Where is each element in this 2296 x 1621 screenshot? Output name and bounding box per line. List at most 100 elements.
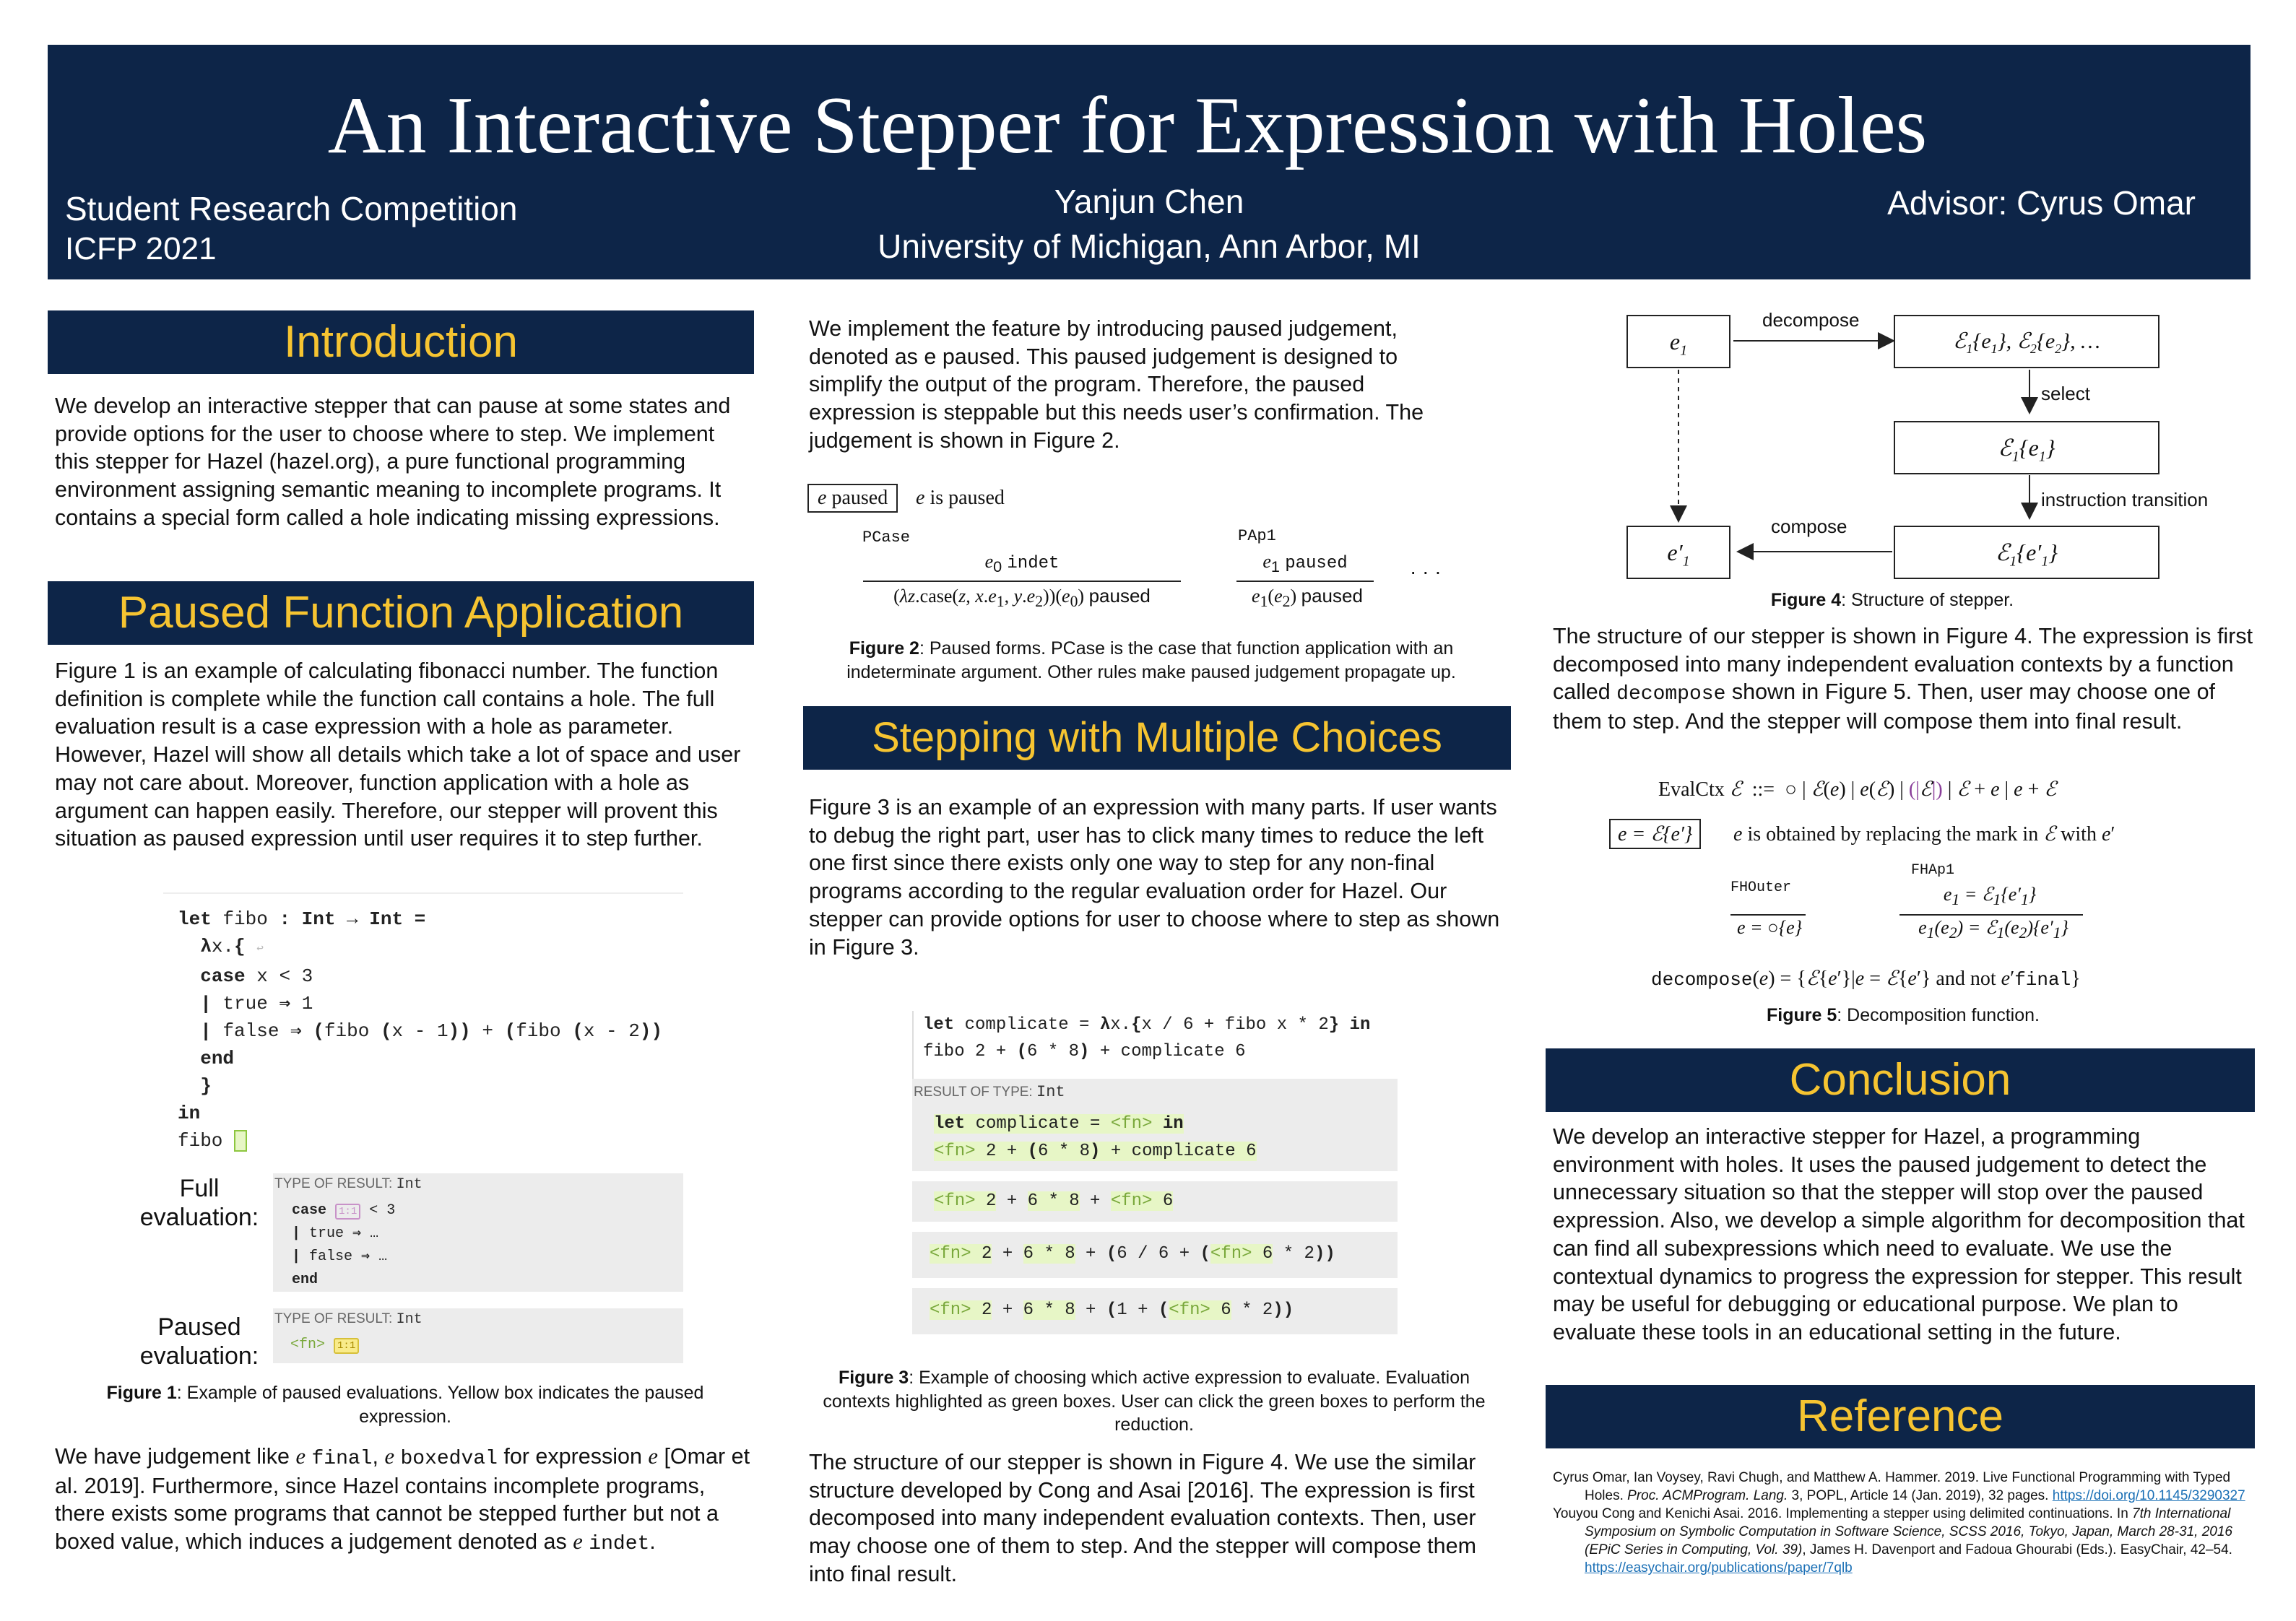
full-eval-result: TYPE OF RESULT: Int case 1:1 < 3 | true …	[273, 1173, 683, 1292]
contexts-node: ℰ1{e1}, ℰ2{e2}, …	[1894, 315, 2159, 368]
paused-hole-marker: 1:1	[334, 1338, 360, 1354]
paused-heading: Paused Function Application	[48, 581, 754, 645]
paused-judgement-box: e paused	[807, 484, 898, 513]
ref1-journal: Proc. ACMProgram. Lang.	[1627, 1488, 1788, 1504]
fhap1-conclusion: e1(e2) = ℰ1(e2){e′1}	[1918, 917, 2068, 942]
figure5-label: Figure 5	[1767, 1005, 1837, 1025]
paused-eval-label: Paused evaluation:	[139, 1313, 259, 1370]
figure1-caption: Figure 1: Example of paused evaluations.…	[69, 1381, 741, 1428]
introduction-heading: Introduction	[48, 310, 754, 374]
code-gutter	[912, 1011, 914, 1079]
figure4-caption-text: : Structure of stepper.	[1841, 590, 2014, 610]
result-type-label: RESULT OF TYPE:	[914, 1085, 1033, 1100]
poster-header: An Interactive Stepper for Expression wi…	[48, 45, 2250, 279]
figure3-label: Figure 3	[838, 1368, 909, 1388]
competition-name: Student Research Competition	[65, 190, 518, 227]
fhouter-label: FHOuter	[1730, 879, 1792, 896]
pcase-label: PCase	[862, 529, 911, 547]
step-option-2[interactable]: <fn> 2 + 6 * 8 + (6 / 6 + (<fn> 6 * 2))	[912, 1232, 1398, 1278]
fhap1-label: FHAp1	[1911, 862, 1955, 879]
reference-heading: Reference	[1546, 1385, 2255, 1448]
figure3-caption-text: : Example of choosing which active expre…	[823, 1368, 1486, 1435]
ref2-authors: Youyou Cong and Kenichi Asai. 2016. Impl…	[1553, 1506, 2133, 1522]
ref2-details: , James H. Davenport and Fadoua Ghourabi…	[1802, 1542, 2232, 1558]
figure1-caption-text: : Example of paused evaluations. Yellow …	[176, 1383, 704, 1427]
ref2-link[interactable]: https://easychair.org/publications/paper…	[1585, 1560, 1853, 1576]
selected-context-node: ℰ1{e1}	[1894, 421, 2159, 474]
step-option-3[interactable]: <fn> 2 + 6 * 8 + (1 + (<fn> 6 * 2))	[912, 1288, 1398, 1334]
pap1-premise: e1 paused	[1262, 551, 1348, 576]
figure2-caption-text: : Paused forms. PCase is the case that f…	[846, 638, 1456, 682]
figure2-label: Figure 2	[849, 638, 919, 659]
figure5-caption-text: : Decomposition function.	[1837, 1005, 2040, 1025]
fhouter-conclusion: e = ○{e}	[1736, 917, 1803, 938]
structure-text: The structure of our stepper is shown in…	[809, 1450, 1476, 1586]
paused-eval-result: TYPE OF RESULT: Int <fn> 1:1	[273, 1308, 683, 1363]
full-eval-label: Full evaluation:	[139, 1175, 259, 1231]
reference-1: Cyrus Omar, Ian Voysey, Ravi Chugh, and …	[1553, 1469, 2246, 1505]
select-label: select	[2041, 383, 2090, 404]
evalctx-grammar: EvalCtx ℰ ::= ○ | ℰ(e) | e(ℰ) | (|ℰ|) | …	[1658, 778, 2057, 801]
complicate-code: let complicate = λx.{x / 6 + fibo x * 2}…	[923, 1015, 1371, 1061]
ref1-link[interactable]: https://doi.org/10.1145/3290327	[2052, 1488, 2245, 1504]
transition-label: instruction transition	[2041, 489, 2209, 510]
stepping-heading: Stepping with Multiple Choices	[803, 706, 1511, 770]
pap1-label: PAp1	[1238, 527, 1276, 545]
e1-prime-node: e′1	[1626, 526, 1730, 579]
pcase-conclusion: (λz.case(z, x.e1, y.e2))(e0) paused	[893, 585, 1151, 611]
fhap1-rule-line	[1899, 914, 2083, 916]
step-option-2-code: <fn> 2 + 6 * 8 + (6 / 6 + (<fn> 6 * 2))	[930, 1244, 1335, 1264]
poster-title: An Interactive Stepper for Expression wi…	[327, 81, 1928, 170]
step-option-3-code: <fn> 2 + 6 * 8 + (1 + (<fn> 6 * 2))	[930, 1300, 1294, 1320]
figure3-caption: Figure 3: Example of choosing which acti…	[815, 1366, 1494, 1437]
paused-judgement-desc: e is paused	[916, 487, 1005, 509]
step-option-1[interactable]: <fn> 2 + 6 * 8 + <fn> 6	[912, 1181, 1398, 1222]
decompose-text: The structure of our stepper is shown in…	[1553, 622, 2253, 736]
mark-judgement-box: e = ℰ{e′}	[1609, 819, 1702, 849]
figure2-caption: Figure 2: Paused forms. PCase is the cas…	[819, 637, 1483, 684]
ref2-venue: 7th International Symposium on Symbolic …	[1585, 1506, 2232, 1558]
pap1-rule-line	[1236, 581, 1374, 582]
conference-name: ICFP 2021	[65, 231, 217, 266]
compose-label: compose	[1771, 516, 1847, 537]
hole-marker: 1:1	[335, 1204, 361, 1220]
decompose-definition: decompose(e) = {ℰ{e′}|e = ℰ{e′} and not …	[1651, 968, 2081, 991]
conclusion-heading: Conclusion	[1546, 1048, 2255, 1112]
figure4-caption: Figure 4: Structure of stepper.	[1618, 588, 2167, 612]
paused-type-value: Int	[396, 1311, 423, 1328]
paused-text: Figure 1 is an example of calculating fi…	[55, 659, 741, 851]
figure4-label: Figure 4	[1770, 590, 1842, 610]
pcase-premise: e0 indet	[984, 551, 1060, 576]
step-option-1-code: <fn> 2 + 6 * 8 + <fn> 6	[934, 1191, 1174, 1211]
full-type-label: TYPE OF RESULT:	[274, 1176, 393, 1191]
decompose-text-a: The structure of our stepper is shown in…	[1553, 624, 2253, 705]
introduction-text: We develop an interactive stepper that c…	[55, 394, 731, 530]
stepper-structure-diagram	[1670, 332, 2038, 560]
fhouter-rule-line	[1730, 914, 1806, 916]
judgement-intro: We have judgement like	[55, 1444, 296, 1469]
result-code: let complicate = <fn> in <fn> 2 + (6 * 8…	[934, 1114, 1257, 1161]
decompose-text-b: shown in Figure 5. Then, user may choose…	[1553, 679, 2216, 734]
author-name: Yanjun Chen	[1054, 183, 1244, 220]
affiliation: University of Michigan, Ann Arbor, MI	[878, 227, 1421, 265]
ref1-authors: Cyrus Omar, Ian Voysey, Ravi Chugh, and …	[1553, 1470, 2231, 1504]
conclusion-text: We develop an interactive stepper for Ha…	[1553, 1124, 2245, 1345]
mark-judgement-desc: e is obtained by replacing the mark in ℰ…	[1733, 823, 2115, 846]
transitioned-context-node: ℰ1{e′1}	[1894, 526, 2159, 579]
pap1-conclusion: e1(e2) paused	[1252, 585, 1363, 611]
paused-judgement-text: We implement the feature by introducing …	[809, 316, 1424, 453]
decompose-code: decompose	[1616, 683, 1726, 706]
paused-type-label: TYPE OF RESULT:	[274, 1311, 393, 1326]
reference-list: Cyrus Omar, Ian Voysey, Ravi Chugh, and …	[1553, 1469, 2246, 1577]
decompose-label: decompose	[1762, 309, 1860, 331]
result-panel: RESULT OF TYPE: Int let complicate = <fn…	[912, 1079, 1398, 1171]
pcase-rule-line	[863, 581, 1181, 582]
fhap1-premise: e1 = ℰ1{e′1}	[1943, 884, 2037, 909]
paused-eval-code: <fn> 1:1	[290, 1334, 360, 1356]
figure5-caption: Figure 5: Decomposition function.	[1553, 1004, 2253, 1027]
stepping-text: Figure 3 is an example of an expression …	[809, 795, 1500, 960]
full-type-value: Int	[396, 1176, 423, 1193]
code-divider	[163, 892, 683, 894]
fibo-code: let fibo : Int → Int = λx.{ ↩ case x < 3…	[178, 908, 663, 1152]
judgement-text: [Omar et al. 2019]. Furthermore, since H…	[55, 1444, 750, 1555]
